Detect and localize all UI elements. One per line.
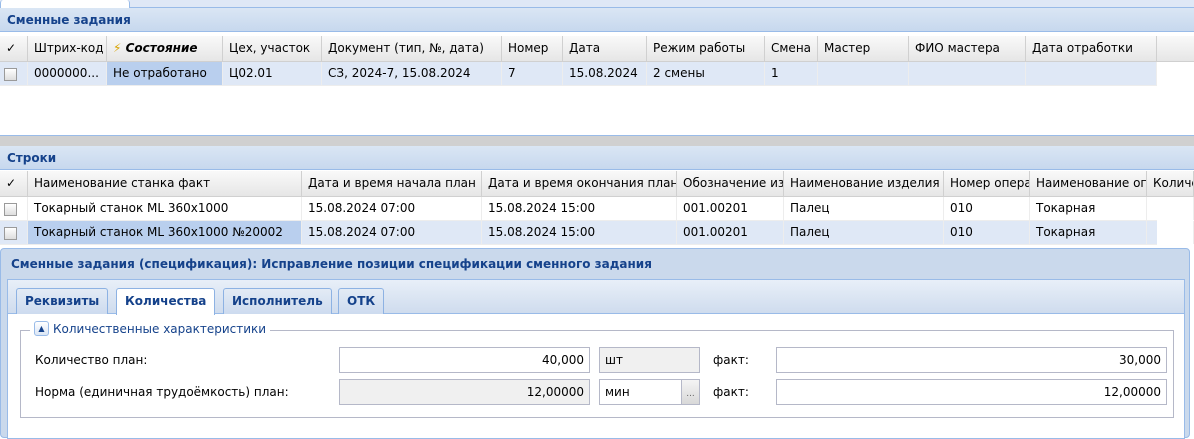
table-cell: Не отработано <box>107 62 223 85</box>
table-cell: Ц02.01 <box>223 62 322 85</box>
norm-fact-label: факт: <box>713 385 749 399</box>
table-row[interactable]: Токарный станок ML 360x1000 15.08.2024 07… <box>0 197 1194 221</box>
table-cell: 001.00201 <box>677 221 784 244</box>
column-header[interactable]: Штрих-код <box>28 36 107 61</box>
table-cell <box>1026 62 1157 85</box>
table-cell: 15.08.2024 <box>563 62 647 85</box>
table-cell: 2 смены <box>647 62 765 85</box>
qty-fact-input[interactable]: 30,000 <box>776 347 1167 373</box>
fieldset-legend: ▲ Количественные характеристики <box>30 321 271 336</box>
qty-unit-field: шт <box>599 347 700 373</box>
collapse-icon[interactable]: ▲ <box>34 321 49 336</box>
table-cell: Токарная <box>1030 221 1147 244</box>
table-cell: 010 <box>944 221 1030 244</box>
tab-bar: Реквизиты Количества Исполнитель ОТК <box>8 280 1184 315</box>
table-row[interactable]: Токарный станок ML 360x1000 №20002 15.08.… <box>0 221 1194 245</box>
column-header[interactable]: Количе <box>1147 171 1194 196</box>
table-cell: 7 <box>502 62 563 85</box>
column-header[interactable]: Документ (тип, №, дата) <box>322 36 502 61</box>
panel-title-shift-tasks: Сменные задания <box>0 8 1194 32</box>
qty-plan-input[interactable]: 40,000 <box>339 347 590 373</box>
norm-plan-input: 12,00000 <box>339 379 590 405</box>
column-header-label: Состояние <box>125 41 198 55</box>
select-all-column-header[interactable]: ✓ <box>0 171 28 196</box>
row-checkbox[interactable] <box>0 62 28 85</box>
table-row[interactable]: 0000000... Не отработано Ц02.01 СЗ, 2024-7,… <box>0 62 1157 86</box>
table-cell: 15.08.2024 07:00 <box>302 221 482 244</box>
table-cell: Палец <box>784 221 944 244</box>
column-header[interactable]: Обозначение изд <box>677 171 784 196</box>
column-header[interactable]: Дата и время начала план <box>302 171 482 196</box>
ellipsis-icon[interactable]: ... <box>681 380 699 404</box>
tab-executor[interactable]: Исполнитель <box>223 288 332 314</box>
table-cell: 001.00201 <box>677 197 784 220</box>
table-cell: Токарная <box>1030 197 1147 220</box>
column-header[interactable]: Номер <box>502 36 563 61</box>
dialog-title: Сменные задания (спецификация): Исправле… <box>11 257 652 271</box>
column-header[interactable]: Мастер <box>818 36 909 61</box>
table-cell <box>818 62 909 85</box>
dialog-body: Реквизиты Количества Исполнитель ОТК ▲ Ко… <box>7 279 1185 439</box>
column-header[interactable]: Дата <box>563 36 647 61</box>
column-header[interactable]: Наименование изделия <box>784 171 944 196</box>
table-cell: 010 <box>944 197 1030 220</box>
splitter[interactable] <box>0 135 1194 146</box>
checkbox-icon[interactable] <box>4 203 17 216</box>
column-header[interactable]: Смена <box>765 36 818 61</box>
edit-dialog: Сменные задания (спецификация): Исправле… <box>0 248 1190 439</box>
tab-otk[interactable]: ОТК <box>338 288 385 314</box>
norm-unit-select[interactable]: мин... <box>599 379 700 405</box>
column-header[interactable]: Наименование опе <box>1030 171 1147 196</box>
panel-title-lines: Строки <box>0 146 1194 170</box>
checkbox-icon[interactable] <box>4 68 17 81</box>
norm-unit-value: мин <box>605 385 630 399</box>
column-header[interactable]: ⚡ Состояние <box>107 36 223 61</box>
row-checkbox[interactable] <box>0 221 28 244</box>
tab-quantities[interactable]: Количества <box>116 288 216 315</box>
table-cell: 1 <box>765 62 818 85</box>
table-cell: 15.08.2024 15:00 <box>482 221 677 244</box>
column-header[interactable]: Режим работы <box>647 36 765 61</box>
column-header[interactable]: Номер опера <box>944 171 1030 196</box>
table-cell <box>909 62 1026 85</box>
column-header[interactable]: Наименование станка факт <box>28 171 302 196</box>
norm-fact-input[interactable]: 12,00000 <box>776 379 1167 405</box>
table-cell: Палец <box>784 197 944 220</box>
table-cell <box>1147 197 1194 220</box>
table-cell <box>1147 221 1194 244</box>
column-header[interactable]: Дата и время окончания план... <box>482 171 677 196</box>
select-all-column-header[interactable]: ✓ <box>0 36 28 61</box>
filter-icon[interactable]: ⚡ <box>113 41 126 55</box>
table-cell: 0000000... <box>28 62 107 85</box>
column-header[interactable]: ФИО мастера <box>909 36 1026 61</box>
qty-fact-label: факт: <box>713 353 749 367</box>
fieldset-title: Количественные характеристики <box>53 321 267 336</box>
top-tab-strip <box>0 0 1194 11</box>
table-cell: Токарный станок ML 360x1000 №20002 <box>28 221 302 244</box>
grid-header: ✓ Штрих-код ⚡ Состояние Цех, участок Докумен… <box>0 36 1194 62</box>
tab-requisites[interactable]: Реквизиты <box>16 288 109 314</box>
grid-header: ✓ Наименование станка факт Дата и время на… <box>0 171 1194 197</box>
table-cell: 15.08.2024 07:00 <box>302 197 482 220</box>
table-cell: 15.08.2024 15:00 <box>482 197 677 220</box>
column-header[interactable]: Цех, участок <box>223 36 322 61</box>
table-cell: Токарный станок ML 360x1000 <box>28 197 302 220</box>
qty-plan-label: Количество план: <box>35 353 148 367</box>
checkbox-icon[interactable] <box>4 227 17 240</box>
norm-plan-label: Норма (единичная трудоёмкость) план: <box>35 385 289 399</box>
row-checkbox[interactable] <box>0 197 28 220</box>
column-header[interactable]: Дата отработки <box>1026 36 1157 61</box>
fieldset-quantities <box>20 330 1174 418</box>
table-cell: СЗ, 2024-7, 15.08.2024 <box>322 62 502 85</box>
